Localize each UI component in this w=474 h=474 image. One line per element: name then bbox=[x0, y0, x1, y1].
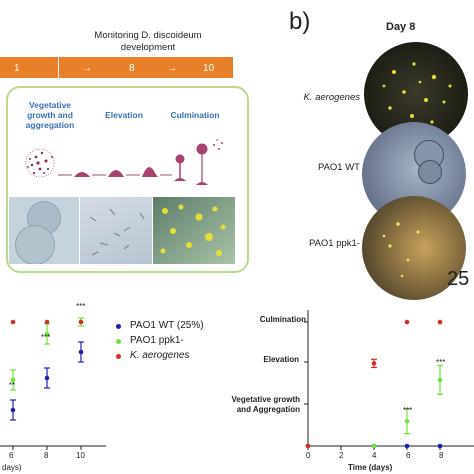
point-left-s0-8 bbox=[44, 375, 50, 381]
legend-dot-pao1-wt bbox=[116, 324, 121, 329]
point-right-s1-day6 bbox=[404, 418, 410, 424]
point-right-s2-day4 bbox=[371, 361, 377, 366]
panel-b-label: b) bbox=[289, 8, 311, 35]
point-right-s2-day6 bbox=[404, 319, 410, 325]
row-label-pao1-ppk1: PAO1 ppk1- bbox=[308, 238, 360, 249]
chart-left-x-tick-8: 8 bbox=[44, 451, 49, 460]
panel-a-title-line1: Monitoring D. discoideum bbox=[94, 30, 202, 41]
stage-vegetative: Vegetative growth and aggregation bbox=[25, 100, 75, 130]
photo-culmination bbox=[153, 197, 235, 264]
stage-elevation: Elevation bbox=[105, 110, 143, 120]
point-left-s2-10 bbox=[78, 319, 84, 325]
legend-label-k-aerogenes: K. aerogenes bbox=[130, 350, 190, 361]
chart-left bbox=[0, 317, 106, 450]
chart-left-x-tick-10: 10 bbox=[76, 451, 85, 460]
photo-vegetative bbox=[9, 197, 79, 264]
point-left-s2-6 bbox=[10, 319, 16, 325]
plate-pao1-ppk1 bbox=[362, 196, 466, 300]
aggregation-cluster bbox=[25, 148, 55, 178]
chart-left-x-tick-6: 6 bbox=[9, 451, 14, 460]
stage-culmination: Culmination bbox=[170, 110, 220, 120]
chart-right-y-elevation: Elevation bbox=[263, 355, 299, 364]
chart-right-y-culmination: Culmination bbox=[259, 315, 306, 324]
chart-right-x-label: Time (days) bbox=[348, 463, 393, 472]
chart-right-x-tick-2: 2 bbox=[339, 451, 344, 460]
sig-right-2: *** bbox=[436, 358, 446, 367]
timeline-arrow-1: → bbox=[82, 63, 92, 74]
sig-left-3: *** bbox=[76, 302, 86, 311]
timeline-day-1: 1 bbox=[14, 63, 20, 74]
scale-bar-fragment: 25 bbox=[447, 268, 470, 290]
point-right-s1-day4 bbox=[371, 443, 377, 449]
timeline-arrow-2: → bbox=[167, 63, 177, 74]
chart-right-x-tick-6: 6 bbox=[406, 451, 411, 460]
chart-right bbox=[304, 310, 474, 450]
timeline-day-8: 8 bbox=[129, 63, 135, 74]
development-stages-diagram bbox=[25, 139, 223, 185]
panel-a-title: Monitoring D. discoideum development bbox=[58, 30, 238, 54]
point-left-s2-8 bbox=[44, 319, 50, 325]
legend-dot-k-aerogenes bbox=[116, 354, 121, 359]
point-left-s1-6 bbox=[10, 377, 16, 383]
point-left-s0-6 bbox=[10, 407, 16, 413]
row-label-k-aerogenes: K. aerogenes bbox=[303, 92, 360, 103]
row-label-pao1-wt: PAO1 WT bbox=[317, 162, 360, 173]
point-right-s2-day0 bbox=[305, 443, 311, 449]
chart-right-x-tick-4: 4 bbox=[372, 451, 377, 460]
chart-right-y-vegetative: Vegetative growth and Aggregation bbox=[231, 395, 300, 414]
point-right-s0-day6 bbox=[404, 443, 410, 449]
elevation-texture bbox=[89, 208, 145, 256]
mound-shapes bbox=[74, 167, 158, 177]
photo-elevation bbox=[80, 197, 152, 264]
chart-right-x-tick-8: 8 bbox=[439, 451, 444, 460]
fruiting-bodies bbox=[174, 139, 223, 185]
panel-a-title-line2: development bbox=[120, 42, 176, 53]
point-right-s1-day8 bbox=[437, 377, 443, 383]
point-right-s0-day8 bbox=[437, 443, 443, 449]
sig-left-1: ** bbox=[9, 381, 16, 390]
legend-dot-ppk1 bbox=[116, 339, 121, 344]
legend-label-ppk1: PAO1 ppk1- bbox=[130, 335, 184, 346]
point-left-s0-10 bbox=[78, 349, 84, 355]
chart-left-x-label: days) bbox=[2, 463, 22, 472]
culmination-spores bbox=[160, 204, 226, 256]
point-right-s2-day8 bbox=[437, 319, 443, 325]
timeline-divider bbox=[58, 57, 59, 78]
day-8-title: Day 8 bbox=[386, 21, 416, 33]
timeline-bar bbox=[0, 57, 233, 78]
point-left-s1-8 bbox=[44, 331, 50, 337]
legend-label-pao1-wt: PAO1 WT (25%) bbox=[130, 320, 204, 331]
chart-right-x-tick-0: 0 bbox=[306, 451, 311, 460]
sig-right-1: *** bbox=[403, 406, 413, 415]
timeline-day-10: 10 bbox=[203, 63, 215, 74]
sig-left-2: *** bbox=[41, 333, 51, 342]
